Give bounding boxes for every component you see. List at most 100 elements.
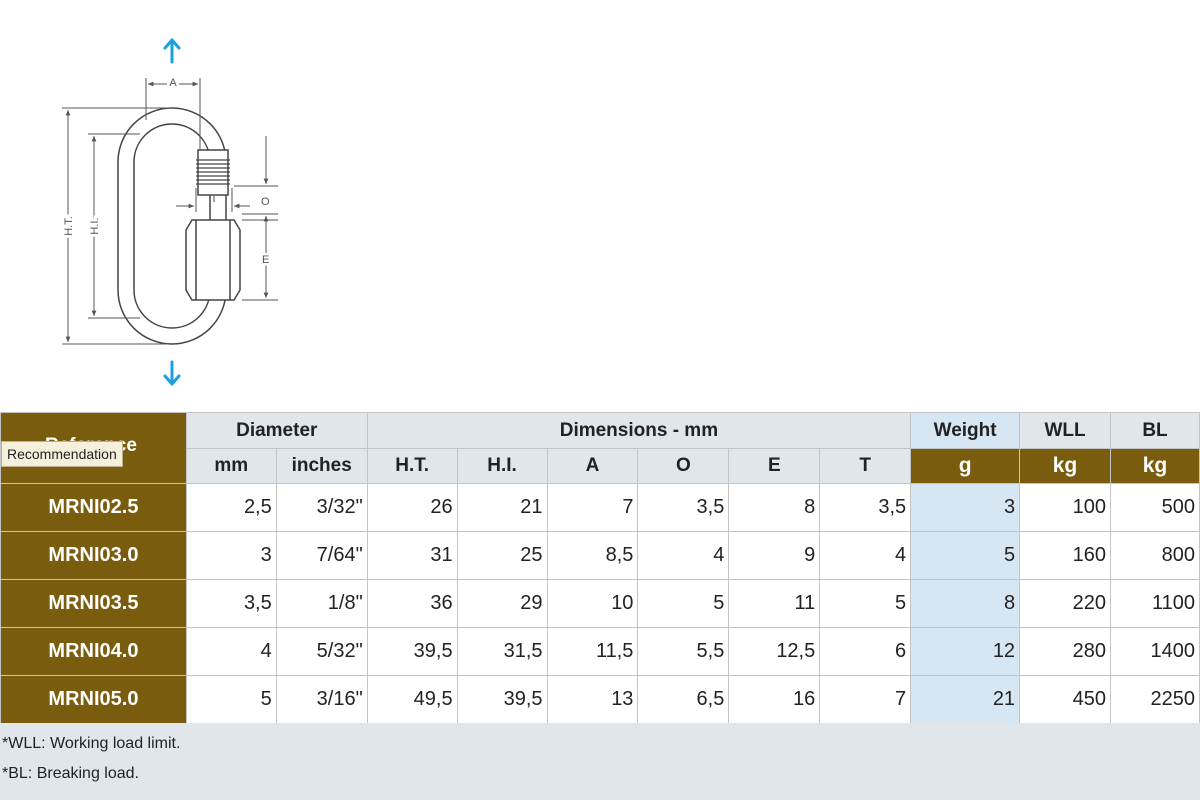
cell-bl: 1400 — [1109, 627, 1200, 676]
reference-cell: MRNI02.5 — [0, 483, 187, 532]
cell-t: 3,5 — [819, 483, 912, 532]
unit-header-o: O — [637, 448, 730, 484]
cell-t: 5 — [819, 579, 912, 628]
cell-o: 5,5 — [637, 627, 730, 676]
cell-hi: 31,5 — [456, 627, 548, 676]
cell-e: 11 — [728, 579, 821, 628]
reference-cell: MRNI05.0 — [0, 675, 187, 724]
cell-o: 3,5 — [637, 483, 730, 532]
hex-nut — [185, 219, 241, 301]
cell-ht: 49,5 — [366, 675, 458, 724]
footnote-wll: *WLL: Working load limit. — [2, 735, 180, 753]
reference-cell: MRNI04.0 — [0, 627, 187, 676]
dim-label-a: A — [169, 77, 177, 89]
recommendation-tooltip: Recommendation — [1, 441, 123, 467]
cell-ht: 31 — [366, 531, 458, 580]
cell-o: 4 — [637, 531, 730, 580]
cell-weight: 5 — [910, 531, 1021, 580]
cell-inches: 7/64" — [275, 531, 368, 580]
dim-label-ht: H.T. — [63, 216, 75, 236]
cell-wll: 280 — [1019, 627, 1111, 676]
reference-cell: MRNI03.5 — [0, 579, 187, 628]
cell-mm: 5 — [185, 675, 277, 724]
cell-t: 7 — [819, 675, 912, 724]
cell-wll: 100 — [1019, 483, 1111, 532]
cell-a: 13 — [546, 675, 639, 724]
cell-weight: 3 — [910, 483, 1021, 532]
cell-mm: 2,5 — [185, 483, 277, 532]
cell-ht: 39,5 — [366, 627, 458, 676]
table-row: MRNI03.0 3 7/64" 31 25 8,5 4 9 4 5 160 8… — [0, 531, 1200, 580]
cell-hi: 29 — [456, 579, 548, 628]
footnotes: *WLL: Working load limit. *BL: Breaking … — [0, 723, 1200, 800]
cell-inches: 1/8" — [275, 579, 368, 628]
footnote-wll-text: : Working load limit. — [41, 735, 181, 752]
bl-header: BL — [1109, 412, 1200, 449]
reference-cell: MRNI03.0 — [0, 531, 187, 580]
cell-weight: 12 — [910, 627, 1021, 676]
cell-inches: 3/16" — [275, 675, 368, 724]
cell-a: 10 — [546, 579, 639, 628]
diameter-header: Diameter — [185, 412, 368, 449]
wll-header: WLL — [1019, 412, 1111, 449]
cell-e: 16 — [728, 675, 821, 724]
cell-t: 6 — [819, 627, 912, 676]
cell-o: 6,5 — [637, 675, 730, 724]
unit-header-ht: H.T. — [366, 448, 458, 484]
cell-mm: 3,5 — [185, 579, 277, 628]
unit-header-a: A — [546, 448, 639, 484]
footnote-bl: *BL: Breaking load. — [2, 765, 139, 783]
cell-weight: 21 — [910, 675, 1021, 724]
cell-a: 8,5 — [546, 531, 639, 580]
specification-table: Reference Recommendation Diameter Dimens… — [0, 412, 1200, 724]
cell-e: 8 — [728, 483, 821, 532]
cell-t: 4 — [819, 531, 912, 580]
dim-label-hi: H.I. — [89, 217, 101, 234]
cell-ht: 26 — [366, 483, 458, 532]
dimension-lines — [62, 78, 278, 345]
cell-bl: 500 — [1109, 483, 1200, 532]
unit-header-bl: kg — [1109, 448, 1200, 484]
footnote-bl-abbr: *BL — [2, 765, 28, 782]
unit-header-mm: mm — [185, 448, 277, 484]
up-arrow-icon — [163, 38, 181, 64]
cell-o: 5 — [637, 579, 730, 628]
cell-wll: 160 — [1019, 531, 1111, 580]
cell-mm: 3 — [185, 531, 277, 580]
cell-bl: 2250 — [1109, 675, 1200, 724]
quick-link-diagram: A H.T. H.I. T O E — [60, 38, 278, 386]
unit-header-e: E — [728, 448, 821, 484]
cell-inches: 3/32" — [275, 483, 368, 532]
cell-bl: 1100 — [1109, 579, 1200, 628]
cell-mm: 4 — [185, 627, 277, 676]
cell-wll: 450 — [1019, 675, 1111, 724]
unit-header-weight: g — [910, 448, 1021, 484]
table-row: MRNI03.5 3,5 1/8" 36 29 10 5 11 5 8 220 … — [0, 579, 1200, 628]
dim-label-o: O — [261, 196, 270, 208]
cell-e: 9 — [728, 531, 821, 580]
cell-bl: 800 — [1109, 531, 1200, 580]
cell-e: 12,5 — [728, 627, 821, 676]
cell-hi: 25 — [456, 531, 548, 580]
cell-inches: 5/32" — [275, 627, 368, 676]
unit-header-wll: kg — [1019, 448, 1111, 484]
footnote-bl-text: : Breaking load. — [27, 765, 139, 782]
cell-a: 7 — [546, 483, 639, 532]
cell-wll: 220 — [1019, 579, 1111, 628]
footnote-wll-abbr: *WLL — [2, 735, 42, 752]
unit-header-t: T — [819, 448, 912, 484]
unit-header-hi: H.I. — [456, 448, 548, 484]
table-row: MRNI05.0 5 3/16" 49,5 39,5 13 6,5 16 7 2… — [0, 675, 1200, 724]
unit-header-inches: inches — [275, 448, 368, 484]
dimensions-header: Dimensions - mm — [366, 412, 912, 449]
cell-ht: 36 — [366, 579, 458, 628]
dim-label-t: T — [211, 193, 218, 205]
thread-lines — [196, 159, 230, 185]
table-row: MRNI04.0 4 5/32" 39,5 31,5 11,5 5,5 12,5… — [0, 627, 1200, 676]
cell-hi: 39,5 — [456, 675, 548, 724]
cell-weight: 8 — [910, 579, 1021, 628]
cell-hi: 21 — [456, 483, 548, 532]
weight-header: Weight — [910, 412, 1021, 449]
cell-a: 11,5 — [546, 627, 639, 676]
dim-label-e: E — [262, 254, 269, 266]
